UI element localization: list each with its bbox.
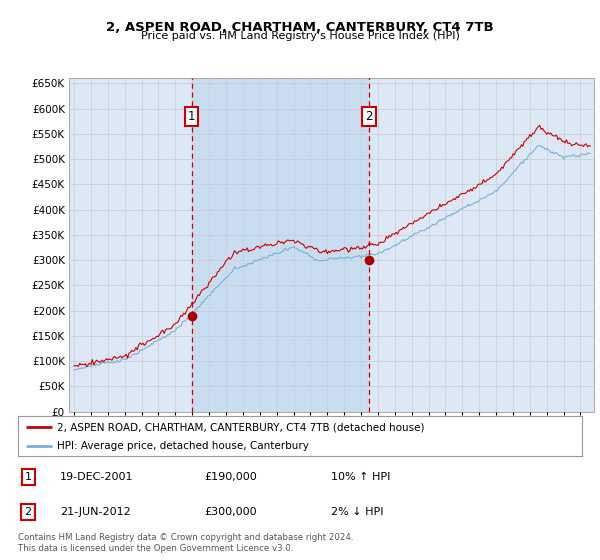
Text: 19-DEC-2001: 19-DEC-2001 [60, 472, 134, 482]
Text: 2: 2 [365, 110, 373, 123]
Text: 2, ASPEN ROAD, CHARTHAM, CANTERBURY, CT4 7TB (detached house): 2, ASPEN ROAD, CHARTHAM, CANTERBURY, CT4… [58, 422, 425, 432]
Bar [192, 78, 369, 412]
Text: 10% ↑ HPI: 10% ↑ HPI [331, 472, 391, 482]
Text: HPI: Average price, detached house, Canterbury: HPI: Average price, detached house, Cant… [58, 441, 310, 451]
Text: £300,000: £300,000 [204, 507, 257, 517]
Text: 1: 1 [188, 110, 196, 123]
Text: Price paid vs. HM Land Registry's House Price Index (HPI): Price paid vs. HM Land Registry's House … [140, 31, 460, 41]
Text: Contains HM Land Registry data © Crown copyright and database right 2024.
This d: Contains HM Land Registry data © Crown c… [18, 533, 353, 553]
Text: 2, ASPEN ROAD, CHARTHAM, CANTERBURY, CT4 7TB: 2, ASPEN ROAD, CHARTHAM, CANTERBURY, CT4… [106, 21, 494, 34]
Text: £190,000: £190,000 [204, 472, 257, 482]
Text: 2% ↓ HPI: 2% ↓ HPI [331, 507, 383, 517]
Text: 21-JUN-2012: 21-JUN-2012 [60, 507, 131, 517]
Text: 1: 1 [25, 472, 32, 482]
Text: 2: 2 [25, 507, 32, 517]
